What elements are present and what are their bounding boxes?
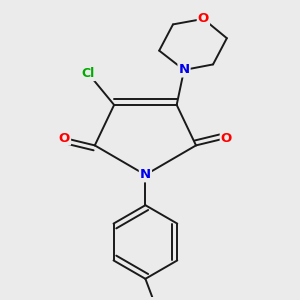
Text: O: O bbox=[221, 131, 232, 145]
Text: O: O bbox=[59, 131, 70, 145]
Text: N: N bbox=[178, 63, 190, 76]
Text: Cl: Cl bbox=[82, 67, 95, 80]
Text: N: N bbox=[140, 168, 151, 181]
Text: O: O bbox=[198, 12, 209, 26]
